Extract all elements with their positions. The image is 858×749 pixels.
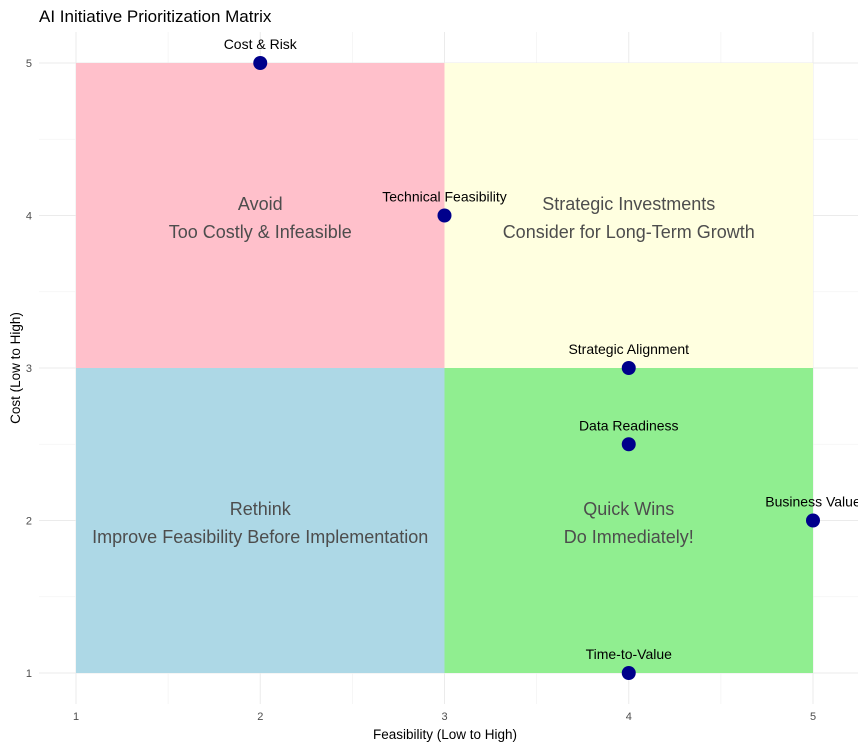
quadrant-strategic-investments <box>444 63 813 368</box>
data-point-data-readiness <box>621 437 636 452</box>
data-point-cost-risk <box>253 56 268 70</box>
quadrant-rethink <box>76 368 445 673</box>
quadrant-title-avoid: Avoid <box>238 194 283 214</box>
y-axis-title: Cost (Low to High) <box>8 312 23 424</box>
data-point-time-to-value <box>621 666 636 680</box>
data-point-label-business-value: Business Value <box>765 494 858 510</box>
chart-title: AI Initiative Prioritization Matrix <box>39 7 272 26</box>
x-axis-title: Feasibility (Low to High) <box>373 727 517 742</box>
y-tick-label: 1 <box>26 668 32 680</box>
data-point-label-cost-risk: Cost & Risk <box>224 36 298 52</box>
quadrant-subtitle-strategic-investments: Consider for Long-Term Growth <box>503 222 755 242</box>
x-axis-ticks: 1 2 3 4 5 <box>73 711 816 723</box>
quadrant-quick-wins <box>444 368 813 673</box>
quadrant-subtitle-quick-wins: Do Immediately! <box>564 527 694 547</box>
data-point-label-technical-feasibility: Technical Feasibility <box>382 189 507 205</box>
x-tick-label: 1 <box>73 711 79 723</box>
quadrant-title-rethink: Rethink <box>230 499 292 519</box>
quadrant-regions <box>76 63 813 673</box>
data-point-labels: Cost & Risk Technical Feasibility Strategi… <box>224 36 858 662</box>
quadrant-title-strategic-investments: Strategic Investments <box>542 194 715 214</box>
data-point-technical-feasibility <box>437 208 452 223</box>
quadrant-avoid <box>76 63 445 368</box>
x-tick-label: 4 <box>626 711 632 723</box>
y-tick-label: 4 <box>26 211 32 223</box>
y-tick-label: 2 <box>26 516 32 528</box>
data-point-label-strategic-alignment: Strategic Alignment <box>568 341 689 357</box>
quadrant-subtitle-avoid: Too Costly & Infeasible <box>169 222 352 242</box>
x-tick-label: 5 <box>810 711 816 723</box>
data-point-strategic-alignment <box>621 361 636 375</box>
y-tick-label: 3 <box>26 363 32 375</box>
quadrant-labels: Avoid Too Costly & Infeasible Strategic In… <box>92 194 755 547</box>
y-axis-ticks: 1 2 3 4 5 <box>26 58 32 680</box>
data-points <box>253 56 820 680</box>
x-tick-label: 2 <box>257 711 263 723</box>
data-point-business-value <box>806 513 820 528</box>
quadrant-subtitle-rethink: Improve Feasibility Before Implementatio… <box>92 527 428 547</box>
data-point-label-time-to-value: Time-to-Value <box>586 646 673 662</box>
data-point-label-data-readiness: Data Readiness <box>579 417 679 433</box>
x-tick-label: 3 <box>441 711 447 723</box>
quadrant-title-quick-wins: Quick Wins <box>583 499 674 519</box>
y-tick-label: 5 <box>26 58 32 70</box>
